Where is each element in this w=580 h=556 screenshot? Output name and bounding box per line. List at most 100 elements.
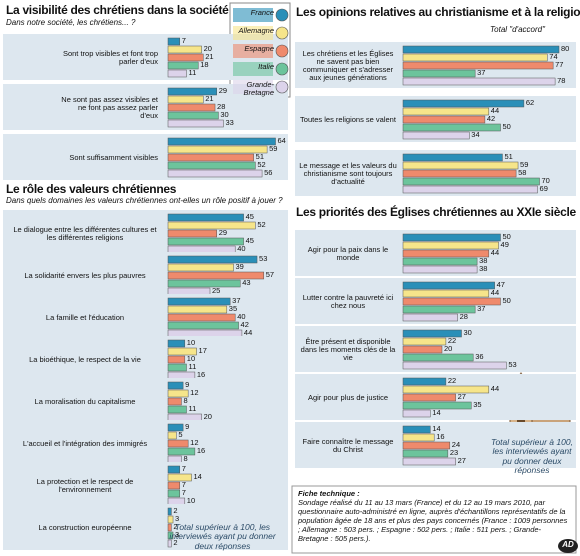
value-label: 50 [502, 232, 511, 241]
fiche-box [291, 485, 577, 554]
bar [402, 433, 435, 442]
bar [402, 457, 456, 466]
value-label: 27 [457, 456, 466, 465]
value-label: 39 [235, 262, 244, 271]
category-text: La moralisation du capitalisme [34, 396, 136, 406]
value-label: 23 [449, 448, 459, 457]
chart-subtitle: Total "d'accord" [490, 25, 545, 34]
value-label: 3 [175, 514, 180, 523]
bar [402, 257, 478, 266]
bar [402, 161, 519, 170]
category-text: La construction européenne [38, 522, 132, 532]
bar [167, 45, 202, 54]
value-label: 11 [188, 68, 197, 77]
category-text: La bioéthique, le respect de la vie [29, 354, 141, 364]
bar [402, 393, 456, 402]
legend-flag [275, 26, 289, 40]
bar [167, 329, 243, 338]
value-label: 21 [205, 52, 214, 61]
group-panel [3, 336, 288, 382]
category-label: Être présent et disponible dans les mome… [298, 330, 398, 370]
value-label: 42 [486, 114, 496, 123]
value-label: 42 [240, 320, 249, 329]
bar [167, 539, 172, 548]
category-text: Sont suffisamment visibles [69, 152, 158, 162]
category-label: L'accueil et l'intégration des immigrés [10, 424, 160, 464]
value-label: 10 [186, 496, 196, 505]
bar [167, 431, 177, 440]
value-label: 14 [193, 472, 202, 481]
bar [402, 449, 449, 458]
bar [402, 425, 431, 434]
value-label: 38 [479, 264, 488, 273]
value-label: 50 [502, 122, 511, 131]
category-label: Sont suffisamment visibles [60, 138, 158, 178]
bar [167, 507, 172, 516]
value-label: 62 [525, 98, 535, 107]
bar [167, 169, 263, 178]
bar [402, 353, 474, 362]
value-label: 16 [436, 432, 445, 441]
legend-swatch [233, 26, 273, 40]
value-label: 35 [473, 400, 482, 409]
bar [402, 241, 499, 250]
group-panel [3, 504, 288, 550]
bar [402, 69, 476, 78]
value-label: 49 [500, 240, 509, 249]
bar [167, 213, 244, 222]
bar [402, 337, 447, 346]
category-label: Ne sont pas assez visibles et ne font pa… [60, 88, 158, 128]
value-label: 30 [220, 110, 229, 119]
value-label: 7 [181, 36, 186, 45]
value-label: 10 [186, 354, 196, 363]
bar [402, 153, 503, 162]
legend-label: Italie [258, 62, 274, 71]
value-label: 77 [555, 60, 564, 69]
value-label: 50 [502, 296, 511, 305]
legend-swatch [233, 62, 273, 76]
logo [558, 539, 578, 553]
bar [402, 131, 470, 140]
value-label: 20 [203, 412, 212, 421]
bar [402, 361, 507, 370]
category-text: Les chrétiens et les Églises ne savent p… [302, 48, 394, 83]
value-label: 16 [196, 446, 206, 455]
value-label: 7 [181, 480, 186, 489]
value-label: 9 [185, 422, 190, 431]
category-label: La bioéthique, le respect de la vie [10, 340, 160, 380]
bar [402, 185, 538, 194]
category-text: L'accueil et l'intégration des immigrés [22, 438, 148, 448]
value-label: 2 [173, 538, 178, 547]
bar [167, 137, 276, 146]
bar [402, 441, 451, 450]
value-label: 70 [541, 176, 550, 185]
value-label: 56 [264, 168, 273, 177]
value-label: 29 [218, 228, 228, 237]
bar [402, 169, 517, 178]
chart-title: Les opinions relatives au christianisme … [296, 5, 580, 19]
category-text: Ne sont pas assez visibles et ne font pa… [61, 94, 158, 121]
bar [167, 389, 189, 398]
value-label: 20 [444, 344, 453, 353]
bar [167, 221, 256, 230]
bar [167, 489, 181, 498]
value-label: 17 [198, 346, 207, 355]
value-label: 78 [557, 76, 566, 85]
bar [167, 523, 172, 532]
chart-note: Total supérieur à 100, les interviewés a… [169, 522, 276, 551]
bar [402, 289, 490, 298]
fiche-text: Sondage réalisé du 11 au 13 mars (France… [298, 498, 568, 543]
bar [402, 61, 554, 70]
value-label: 37 [477, 68, 486, 77]
bar [167, 229, 217, 238]
bar [167, 237, 244, 246]
bar [402, 281, 495, 290]
value-label: 45 [245, 236, 254, 245]
bar [167, 497, 186, 506]
legend-flag [275, 8, 289, 22]
legend-flag [275, 44, 289, 58]
value-label: 69 [539, 184, 548, 193]
fiche-title: Fiche technique : [298, 489, 360, 498]
value-label: 24 [451, 440, 461, 449]
bar [167, 245, 236, 254]
